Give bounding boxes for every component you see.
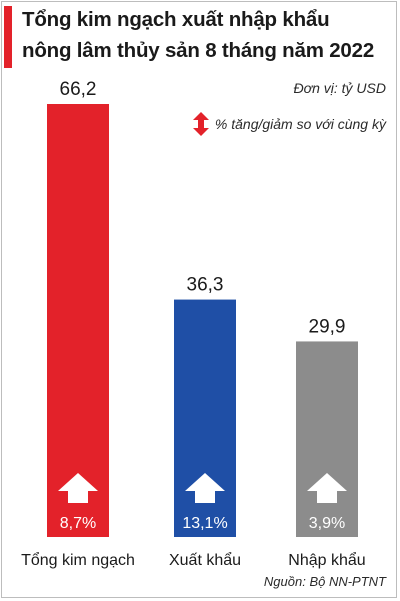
chart-title: Tổng kim ngạch xuất nhập khẩu nông lâm t… [22, 4, 394, 66]
legend: % tăng/giảm so với cùng kỳ [192, 112, 386, 136]
legend-label: % tăng/giảm so với cùng kỳ [214, 116, 386, 132]
title-accent-bar [4, 6, 12, 68]
unit-note: Đơn vị: tỷ USD [293, 80, 386, 96]
up-arrow-icon-1 [58, 473, 98, 503]
value-label-2: 36,3 [187, 275, 224, 296]
bar-3 [296, 341, 358, 537]
change-label-3: 3,9% [309, 515, 345, 532]
category-label-3: Nhập khẩu [288, 551, 365, 569]
category-label-2: Xuất khẩu [169, 551, 241, 569]
value-label-1: 66,2 [60, 79, 97, 100]
category-label-1: Tổng kim ngạch [21, 551, 135, 569]
bar-1 [47, 104, 109, 537]
chart-title-line-1: Tổng kim ngạch xuất nhập khẩu [22, 8, 330, 31]
up-down-arrow-icon [192, 112, 209, 136]
value-label-3: 29,9 [309, 316, 346, 337]
chart-title-line-2: nông lâm thủy sản 8 tháng năm 2022 [22, 39, 375, 62]
change-label-1: 8,7% [60, 515, 96, 532]
source-note: Nguồn: Bộ NN-PTNT [263, 574, 386, 589]
change-label-2: 13,1% [182, 515, 227, 532]
up-arrow-icon-3 [307, 473, 347, 503]
up-arrow-icon-2 [185, 473, 225, 503]
